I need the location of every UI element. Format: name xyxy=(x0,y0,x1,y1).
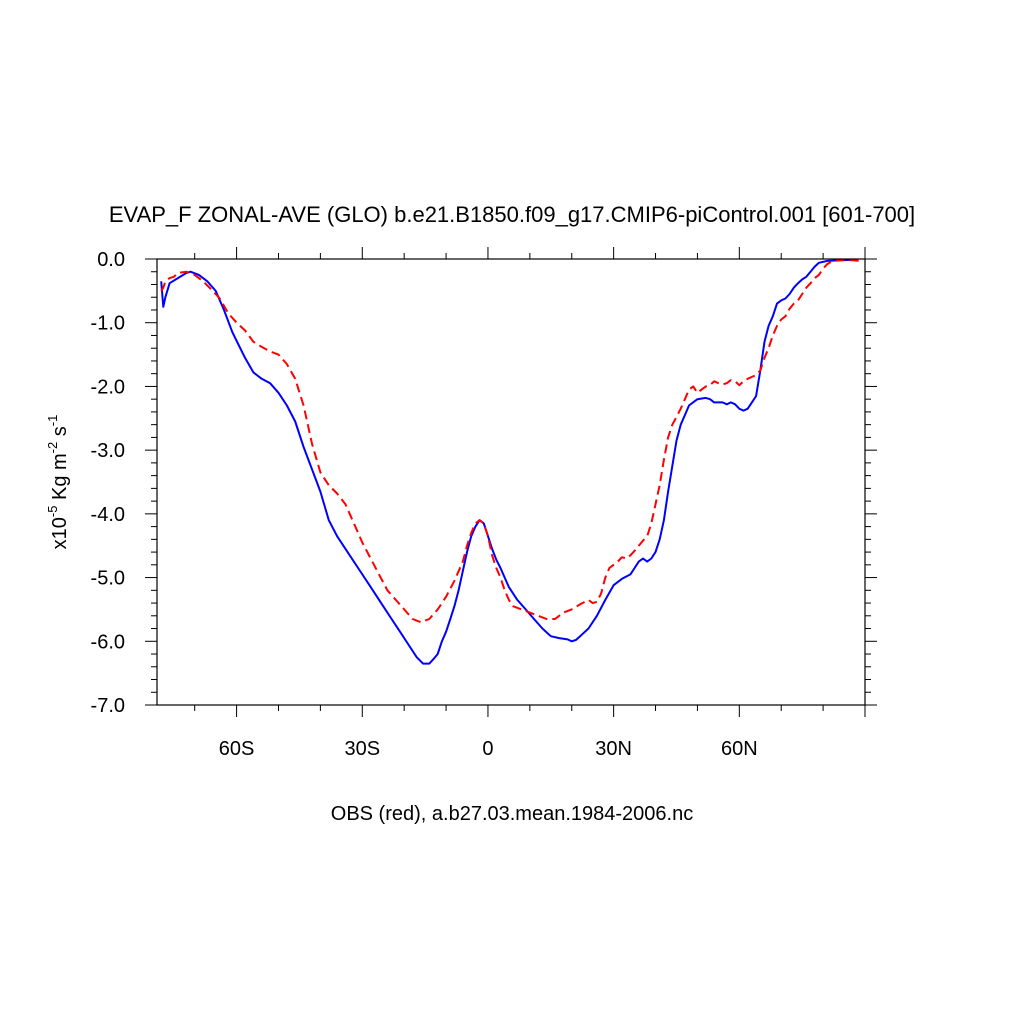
chart-title: EVAP_F ZONAL-AVE (GLO) b.e21.B1850.f09_g… xyxy=(109,202,915,227)
y-tick-label: -6.0 xyxy=(91,631,125,653)
plot-frame xyxy=(156,258,866,706)
y-tick-label: 0.0 xyxy=(97,249,125,271)
x-tick-label: 30N xyxy=(595,738,632,760)
y-tick-label: -7.0 xyxy=(91,695,125,717)
x-axis-label: OBS (red), a.b27.03.mean.1984-2006.nc xyxy=(331,803,693,825)
y-tick-label: -3.0 xyxy=(91,440,125,462)
series-lines xyxy=(160,258,861,665)
obs-series-line xyxy=(160,259,861,624)
y-tick-labels: 0.0 -1.0 -2.0 -3.0 -4.0 -5.0 -6.0 -7.0 xyxy=(91,249,125,717)
tick-marks xyxy=(145,247,877,717)
y-tick-label: -1.0 xyxy=(91,313,125,335)
y-tick-label: -4.0 xyxy=(91,504,125,526)
model-series-line xyxy=(160,258,857,665)
y-axis-label: x10-5 Kg m-2 s-1 xyxy=(45,415,71,550)
x-tick-label: 0 xyxy=(482,738,493,760)
x-tick-labels: 60S 30S 0 30N 60N xyxy=(219,738,758,760)
y-tick-label: -5.0 xyxy=(91,568,125,590)
y-tick-label: -2.0 xyxy=(91,376,125,398)
x-tick-label: 60N xyxy=(721,738,758,760)
x-tick-label: 60S xyxy=(219,738,255,760)
x-tick-label: 30S xyxy=(344,738,380,760)
